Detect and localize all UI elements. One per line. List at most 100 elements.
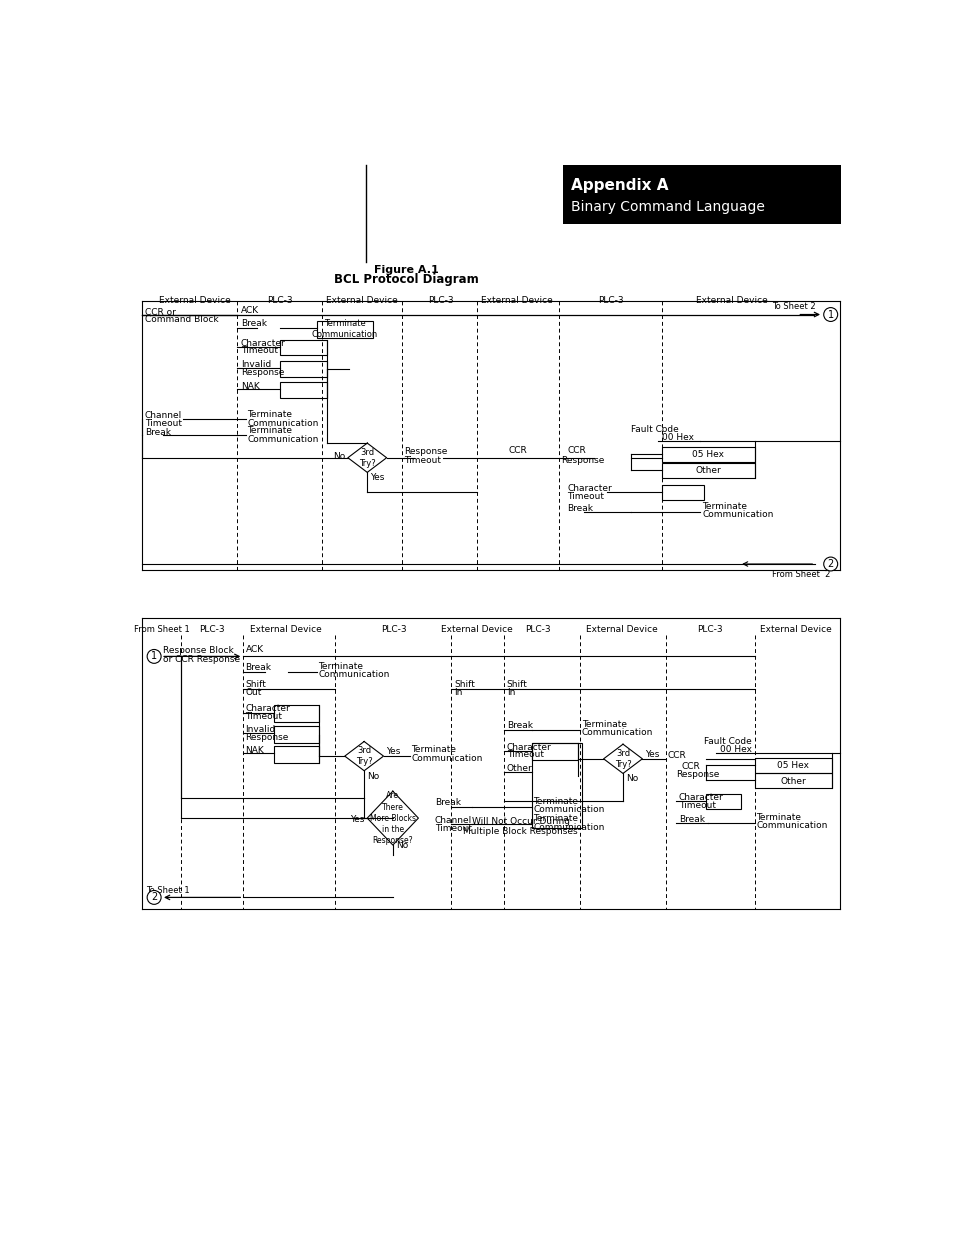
Text: External Device: External Device — [158, 296, 230, 305]
Text: Channel: Channel — [145, 411, 182, 420]
Bar — [705, 794, 740, 809]
Bar — [661, 447, 754, 462]
Bar — [274, 705, 319, 721]
Text: Channel: Channel — [435, 816, 472, 825]
Text: 1: 1 — [151, 651, 157, 662]
Circle shape — [822, 308, 837, 321]
Text: Figure A.1: Figure A.1 — [374, 264, 438, 275]
Text: Response: Response — [560, 456, 604, 464]
Text: PLC-3: PLC-3 — [199, 625, 225, 634]
Text: No: No — [367, 772, 379, 781]
Bar — [754, 773, 831, 788]
Text: PLC-3: PLC-3 — [524, 625, 550, 634]
Text: Multiple Block Responses: Multiple Block Responses — [463, 827, 578, 836]
Text: 00 Hex: 00 Hex — [720, 745, 751, 755]
Text: PLC-3: PLC-3 — [428, 296, 454, 305]
Text: CCR or: CCR or — [145, 308, 175, 316]
Text: In: In — [454, 688, 462, 697]
Text: Invalid: Invalid — [241, 361, 271, 369]
Text: Shift: Shift — [506, 680, 527, 689]
Text: Binary Command Language: Binary Command Language — [571, 200, 764, 215]
Text: Communication: Communication — [411, 753, 482, 763]
Text: Response: Response — [241, 368, 284, 377]
Text: 1: 1 — [827, 310, 833, 320]
Bar — [280, 340, 327, 356]
Text: Communication: Communication — [533, 805, 604, 814]
Text: Terminate: Terminate — [533, 797, 578, 805]
Text: Shift: Shift — [245, 680, 266, 689]
Text: Communication: Communication — [581, 729, 653, 737]
Text: Response Block: Response Block — [163, 646, 233, 655]
Bar — [661, 485, 703, 500]
Text: PLC-3: PLC-3 — [381, 625, 407, 634]
Text: 05 Hex: 05 Hex — [692, 451, 723, 459]
Text: Terminate: Terminate — [756, 813, 801, 821]
Text: External Device: External Device — [441, 625, 513, 634]
Text: Terminate: Terminate — [701, 501, 746, 511]
Text: External Device: External Device — [326, 296, 397, 305]
Text: Other: Other — [506, 764, 532, 773]
Text: 00 Hex: 00 Hex — [661, 433, 693, 442]
Text: External Device: External Device — [250, 625, 321, 634]
Text: Response: Response — [245, 732, 289, 742]
Text: Response: Response — [675, 771, 719, 779]
Text: Yes: Yes — [385, 747, 400, 756]
Text: Terminate: Terminate — [318, 662, 363, 671]
Text: PLC-3: PLC-3 — [267, 296, 293, 305]
Text: Character: Character — [506, 742, 551, 752]
Text: From Sheet 1: From Sheet 1 — [133, 625, 190, 634]
Text: Break: Break — [245, 663, 272, 672]
Bar — [754, 758, 831, 773]
Text: From Sheet  2: From Sheet 2 — [771, 569, 829, 578]
Text: ACK: ACK — [245, 645, 263, 655]
Text: ACK: ACK — [241, 306, 259, 315]
Text: Terminate: Terminate — [247, 410, 292, 419]
Text: Terminate: Terminate — [533, 814, 578, 824]
Text: External Device: External Device — [695, 296, 766, 305]
Text: Timeout: Timeout — [404, 456, 441, 464]
Text: Appendix A: Appendix A — [571, 178, 668, 193]
Text: 3rd
Try?: 3rd Try? — [614, 748, 631, 769]
Text: PLC-3: PLC-3 — [697, 625, 721, 634]
Text: Communication: Communication — [533, 823, 604, 832]
Text: CCR: CCR — [666, 751, 685, 761]
Text: Timeout: Timeout — [567, 492, 603, 500]
Text: 3rd
Try?: 3rd Try? — [358, 448, 375, 468]
Text: Fault Code: Fault Code — [703, 737, 751, 746]
Text: Communication: Communication — [756, 821, 827, 830]
Bar — [274, 726, 319, 742]
Circle shape — [147, 890, 161, 904]
Text: No: No — [625, 774, 638, 783]
Text: Terminate: Terminate — [247, 426, 292, 435]
Text: To Sheet 1: To Sheet 1 — [146, 885, 190, 895]
Text: Out: Out — [245, 688, 262, 697]
Text: Timeout: Timeout — [435, 824, 471, 832]
Text: Shift: Shift — [454, 680, 475, 689]
Text: Break: Break — [506, 721, 532, 730]
Bar — [531, 743, 578, 761]
Text: Character: Character — [679, 793, 722, 802]
Text: NAK: NAK — [241, 382, 259, 390]
Text: Command Block: Command Block — [145, 315, 218, 325]
Bar — [531, 743, 581, 829]
Text: Fault Code: Fault Code — [630, 425, 678, 433]
Text: Terminate
Communication: Terminate Communication — [312, 320, 377, 338]
Text: 2: 2 — [826, 559, 833, 569]
Text: External Device: External Device — [585, 625, 657, 634]
Text: Invalid: Invalid — [245, 725, 275, 734]
Text: Response: Response — [404, 447, 447, 456]
Bar — [562, 165, 840, 224]
Circle shape — [147, 650, 161, 663]
Text: CCR: CCR — [509, 446, 527, 456]
Text: Timeout: Timeout — [679, 800, 715, 809]
Text: No: No — [333, 452, 345, 462]
Text: Yes: Yes — [644, 750, 659, 758]
Text: Communication: Communication — [247, 419, 318, 427]
Text: BCL Protocol Diagram: BCL Protocol Diagram — [334, 273, 477, 287]
Text: Communication: Communication — [247, 435, 318, 443]
Text: 2: 2 — [151, 893, 157, 903]
Bar — [316, 321, 373, 337]
Text: External Device: External Device — [760, 625, 831, 634]
Text: 05 Hex: 05 Hex — [777, 761, 809, 771]
Text: CCR: CCR — [567, 446, 585, 456]
